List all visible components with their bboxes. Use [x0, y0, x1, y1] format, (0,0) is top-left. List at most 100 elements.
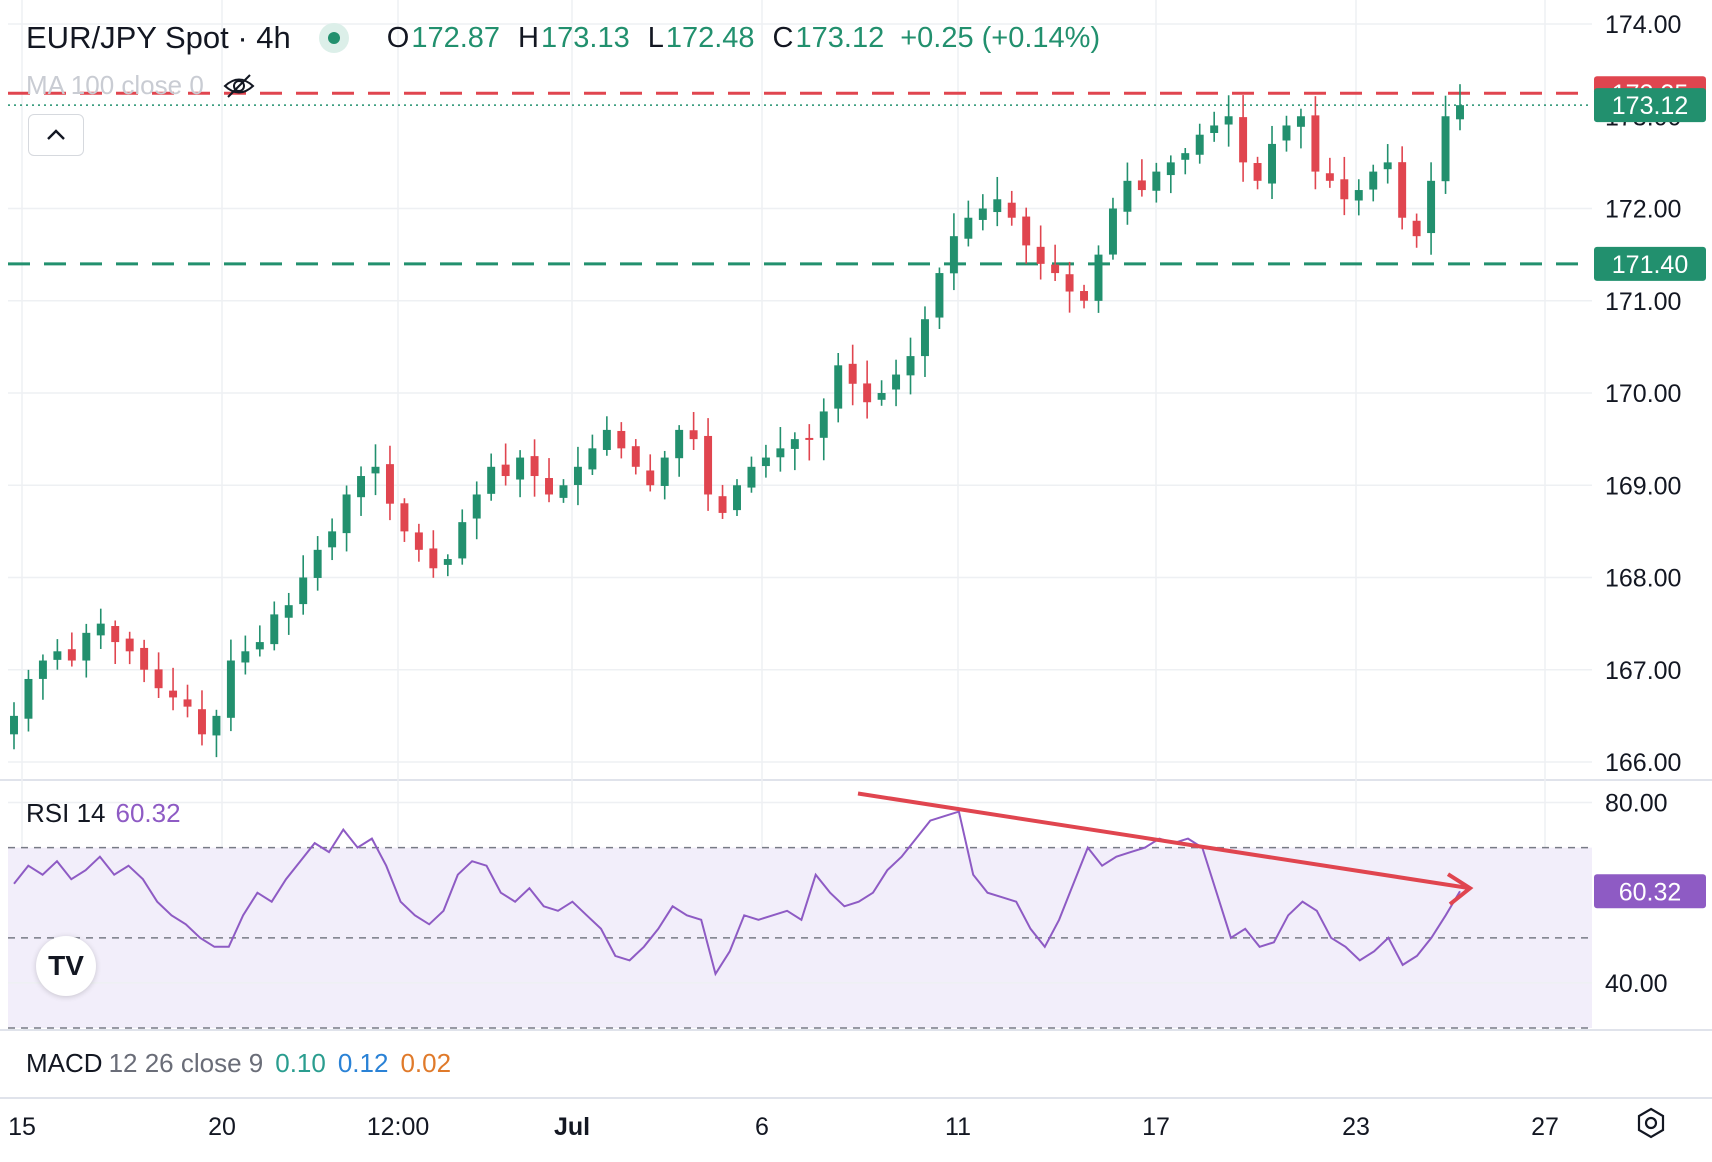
- candle-body: [1383, 162, 1392, 170]
- candle: [1239, 95, 1248, 182]
- x-tick-label: Jul: [554, 1113, 590, 1141]
- candle: [1456, 84, 1464, 131]
- price-axis-label-bg: [1594, 246, 1706, 281]
- candle: [328, 518, 337, 561]
- candle: [704, 418, 713, 511]
- rsi-axis-label-text: 60.32: [1619, 878, 1682, 906]
- candle-body: [675, 429, 684, 459]
- candle-body: [10, 715, 18, 735]
- candle: [429, 530, 438, 578]
- candle-body: [111, 626, 120, 643]
- candle: [357, 466, 366, 516]
- candle: [1398, 146, 1407, 230]
- candle-body: [226, 660, 235, 718]
- candle-body: [848, 363, 857, 384]
- candle-body: [1456, 105, 1464, 120]
- y-tick-label: 170.00: [1605, 380, 1681, 408]
- candle: [38, 654, 47, 700]
- close-key: C: [772, 21, 794, 54]
- candle: [1282, 115, 1291, 152]
- rsi-title: RSI 14: [26, 798, 106, 828]
- candle: [631, 439, 640, 475]
- candle: [617, 422, 626, 459]
- ma-indicator-label[interactable]: MA 100 close 0: [26, 70, 256, 101]
- candle: [733, 479, 741, 516]
- candle: [559, 479, 568, 503]
- candle-body: [1210, 125, 1219, 133]
- candle: [892, 359, 901, 407]
- macd-signal: 0.12: [337, 1048, 389, 1078]
- candle: [1340, 156, 1349, 216]
- candle: [1253, 156, 1262, 190]
- rsi-label[interactable]: RSI 14 60.32: [26, 798, 181, 829]
- price-axis-label-text: 171.40: [1612, 251, 1688, 279]
- tradingview-logo[interactable]: TV: [36, 936, 96, 996]
- candle: [1166, 155, 1175, 194]
- x-tick-label: 20: [208, 1113, 236, 1141]
- candle: [53, 639, 62, 670]
- candle: [24, 669, 33, 732]
- candle-body: [1239, 117, 1248, 163]
- candle-body: [993, 199, 1002, 213]
- candle: [877, 380, 886, 406]
- candle-body: [921, 319, 929, 357]
- candle: [1065, 261, 1074, 313]
- candle: [675, 425, 684, 477]
- candle: [82, 623, 91, 678]
- rsi-value: 60.32: [115, 798, 181, 828]
- candle: [458, 509, 467, 565]
- candle-body: [501, 464, 510, 477]
- y-tick-label: 167.00: [1605, 657, 1681, 685]
- gear-icon[interactable]: [1634, 1106, 1668, 1140]
- candle-body: [1080, 291, 1089, 301]
- candle-body: [270, 614, 279, 645]
- symbol-title[interactable]: EUR/JPY Spot · 4h: [26, 20, 291, 55]
- rsi-axis-label: 60.32: [1594, 874, 1706, 909]
- candle: [949, 213, 958, 291]
- candle: [284, 592, 293, 635]
- candle-body: [1065, 274, 1074, 292]
- candle: [805, 424, 814, 461]
- candle: [921, 306, 929, 377]
- candle-body: [1398, 162, 1407, 218]
- candle: [96, 608, 105, 649]
- y-tick-label: 169.00: [1605, 472, 1681, 500]
- candle-body: [24, 678, 33, 719]
- candle: [978, 194, 987, 231]
- candle: [313, 536, 322, 591]
- candle-body: [1152, 171, 1161, 191]
- candle: [183, 684, 192, 718]
- macd-label[interactable]: MACD 12 26 close 9 0.10 0.12 0.02: [26, 1048, 451, 1079]
- x-tick-label: 17: [1142, 1113, 1170, 1141]
- candle-body: [255, 642, 264, 650]
- candle-body: [964, 217, 973, 239]
- candle-body: [588, 448, 597, 470]
- candle-body: [1354, 190, 1363, 201]
- candle-body: [371, 466, 380, 474]
- y-tick-label: 172.00: [1605, 196, 1681, 224]
- candle: [834, 353, 843, 423]
- candle-body: [169, 690, 178, 698]
- candle-body: [559, 485, 568, 498]
- open-value: 172.87: [411, 21, 501, 54]
- candle-body: [776, 448, 785, 458]
- candle-body: [1181, 153, 1190, 160]
- candle-body: [328, 531, 337, 548]
- candle-body: [949, 236, 958, 274]
- candle-body: [516, 457, 525, 480]
- candle-body: [1340, 179, 1349, 200]
- candle: [863, 360, 872, 419]
- candle: [776, 427, 785, 472]
- candle-body: [472, 494, 481, 519]
- candle-body: [1036, 246, 1045, 264]
- rsi-trendline-arrowhead: [1446, 872, 1474, 906]
- candle-body: [1427, 180, 1436, 234]
- candle: [169, 667, 178, 711]
- candle: [1123, 162, 1132, 225]
- candle: [443, 554, 452, 577]
- candle: [1152, 162, 1161, 203]
- eye-off-icon[interactable]: [222, 73, 256, 99]
- collapse-button[interactable]: [28, 114, 84, 156]
- candle-body: [978, 208, 987, 220]
